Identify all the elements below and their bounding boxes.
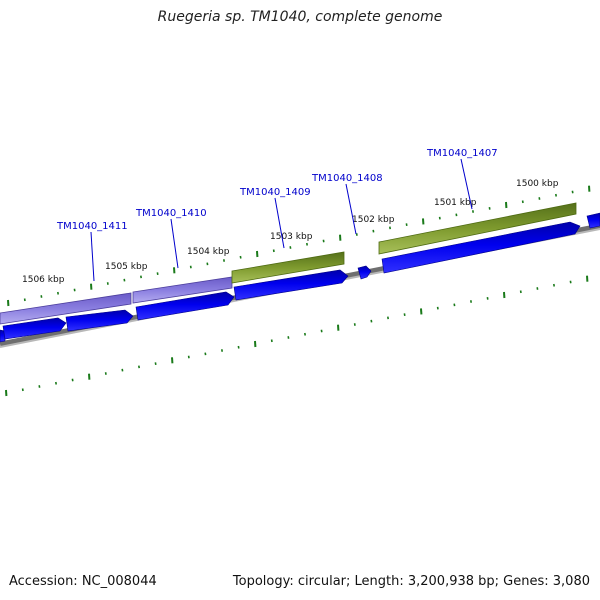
leader-line <box>274 197 285 249</box>
gene-arrow[interactable] <box>233 269 349 301</box>
genome-info-text: Topology: circular; Length: 3,200,938 bp… <box>232 574 590 589</box>
gene-label-1410[interactable]: TM1040_1410 <box>135 208 207 219</box>
feature-band-1411[interactable] <box>0 292 132 325</box>
leader-line <box>170 218 179 269</box>
gene-label-1409[interactable]: TM1040_1409 <box>239 187 311 198</box>
gene-arrow[interactable] <box>381 221 581 274</box>
tick-marks <box>5 185 591 397</box>
gene-arrow[interactable] <box>0 329 6 343</box>
accession-text: Accession: NC_008044 <box>9 574 157 589</box>
gene-arrow[interactable] <box>586 212 600 229</box>
feature-band-1410[interactable] <box>132 276 233 304</box>
feature-bands <box>0 202 577 325</box>
gene-label-1407[interactable]: TM1040_1407 <box>426 148 498 159</box>
gene-labels: TM1040_1411 TM1040_1410 TM1040_1409 TM10… <box>56 148 498 232</box>
gene-arrows <box>0 212 600 343</box>
tick-label: 1500 kbp <box>516 179 559 189</box>
leader-line <box>345 183 357 235</box>
tick-label: 1501 kbp <box>434 198 477 208</box>
gene-arrow[interactable] <box>65 309 134 332</box>
feature-band-1407[interactable] <box>378 202 577 255</box>
gene-arrow[interactable] <box>135 291 235 321</box>
gene-label-1411[interactable]: TM1040_1411 <box>56 221 128 232</box>
feature-band-1409[interactable] <box>231 251 345 284</box>
leader-line <box>460 158 473 210</box>
tick-label: 1503 kbp <box>270 232 313 242</box>
leader-lines <box>90 158 473 282</box>
tick-labels: 1506 kbp 1505 kbp 1504 kbp 1503 kbp 1502… <box>22 179 559 285</box>
tick-label: 1505 kbp <box>105 262 148 272</box>
leader-line <box>90 231 95 282</box>
tick-label: 1506 kbp <box>22 275 65 285</box>
tick-label: 1502 kbp <box>352 215 395 225</box>
gene-label-1408[interactable]: TM1040_1408 <box>311 173 383 184</box>
gene-arrow[interactable] <box>2 317 67 340</box>
map-title: Ruegeria sp. TM1040, complete genome <box>157 9 443 25</box>
gene-arrow[interactable] <box>357 265 372 280</box>
tick-label: 1504 kbp <box>187 247 230 257</box>
